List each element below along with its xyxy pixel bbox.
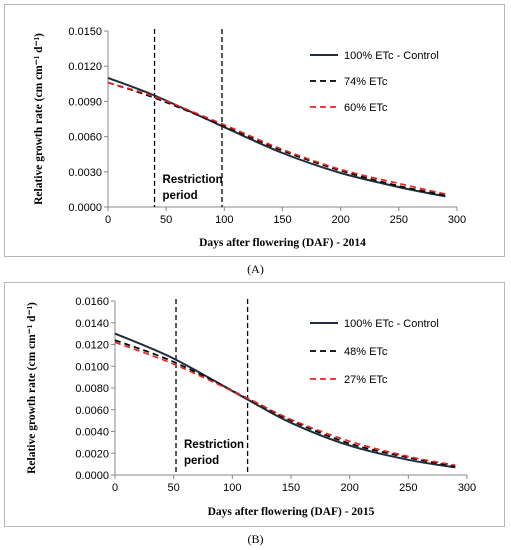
- chart-b-annotation-line-1: Restriction: [184, 439, 244, 451]
- chart-b-x-tick-label: 0: [112, 482, 118, 494]
- chart-b-y-tick-label: 0.0140: [75, 318, 109, 330]
- chart-a-x-tick-label: 0: [105, 214, 111, 226]
- chart-a-series-line-2: [107, 81, 446, 197]
- chart-b-y-tick-label: 0.0020: [75, 448, 109, 460]
- chart-b-y-tick-label: 0.0060: [75, 405, 109, 417]
- chart-b-legend-label-1: 100% ETc - Control: [344, 318, 439, 330]
- chart-a-x-tick-label: 50: [160, 214, 172, 226]
- chart-a-x-tick-label: 150: [273, 214, 291, 226]
- chart-b-legend-label-3: 27% ETc: [344, 374, 388, 386]
- chart-a-y-axis-label: Relative growth rate (cm cm⁻¹ d⁻¹): [33, 33, 45, 205]
- chart-b-y-tick-label: 0.0100: [75, 361, 109, 373]
- chart-a-annotation-line-1: Restriction: [163, 174, 223, 186]
- chart-a-legend-label-1: 100% ETc - Control: [344, 50, 439, 62]
- chart-a-y-tick-label: 0.0030: [68, 167, 102, 179]
- chart-b-series-line-1: [114, 332, 456, 469]
- caption-a: (A): [247, 262, 264, 276]
- chart-b-x-tick-label: 50: [168, 482, 180, 494]
- chart-a-x-tick-label: 300: [448, 214, 466, 226]
- chart-b-legend-label-2: 48% ETc: [344, 346, 388, 358]
- chart-a-x-tick-label: 250: [390, 214, 408, 226]
- chart-b-y-tick-label: 0.0160: [75, 296, 109, 308]
- chart-a-y-tick-label: 0.0000: [68, 202, 102, 214]
- chart-a-legend-label-3: 60% ETc: [344, 102, 388, 114]
- chart-b-y-axis-label: Relative growth rate (cm cm⁻¹ d⁻¹): [26, 302, 38, 474]
- chart-a: 0.0000 0.0030 0.0060 0.0090 0.0120 0.0150 0 50 1…: [33, 26, 466, 249]
- chart-a-y-tick-label: 0.0090: [68, 96, 102, 108]
- chart-b-y-tick-label: 0.0000: [75, 470, 109, 482]
- chart-panel-a: 0.0000 0.0030 0.0060 0.0090 0.0120 0.0150 0 50 1…: [4, 4, 505, 257]
- chart-b-annotation-line-2: period: [184, 455, 219, 467]
- chart-b-series-line-3: [114, 341, 456, 467]
- chart-b-x-tick-label: 150: [282, 482, 300, 494]
- chart-b-y-tick-label: 0.0120: [75, 340, 109, 352]
- chart-a-y-tick-label: 0.0060: [68, 132, 102, 144]
- chart-b-x-axis-label: Days after flowering (DAF) - 2015: [208, 506, 375, 518]
- chart-b-y-tick-label: 0.0080: [75, 383, 109, 395]
- chart-a-x-axis-label: Days after flowering (DAF) - 2014: [199, 237, 366, 249]
- chart-a-annotation-line-2: period: [163, 190, 198, 202]
- chart-panel-b: 0.0000 0.0020 0.0040 0.0060 0.0080 0.0100 0.01…: [4, 282, 505, 527]
- chart-b: 0.0000 0.0020 0.0040 0.0060 0.0080 0.0100 0.01…: [26, 296, 476, 518]
- chart-b-series-line-2: [114, 339, 456, 468]
- chart-a-y-tick-label: 0.0120: [68, 61, 102, 73]
- chart-b-x-tick-label: 300: [458, 482, 476, 494]
- caption-b: (B): [247, 532, 264, 546]
- chart-b-x-tick-label: 100: [223, 482, 241, 494]
- chart-b-x-tick-label: 200: [340, 482, 358, 494]
- chart-b-y-tick-label: 0.0040: [75, 427, 109, 439]
- chart-b-x-tick-label: 250: [399, 482, 417, 494]
- chart-a-series-line-1: [107, 76, 446, 198]
- chart-a-legend-label-2: 74% ETc: [344, 76, 388, 88]
- chart-a-x-tick-label: 100: [215, 214, 233, 226]
- chart-a-x-tick-label: 200: [331, 214, 349, 226]
- chart-a-y-tick-label: 0.0150: [68, 26, 102, 38]
